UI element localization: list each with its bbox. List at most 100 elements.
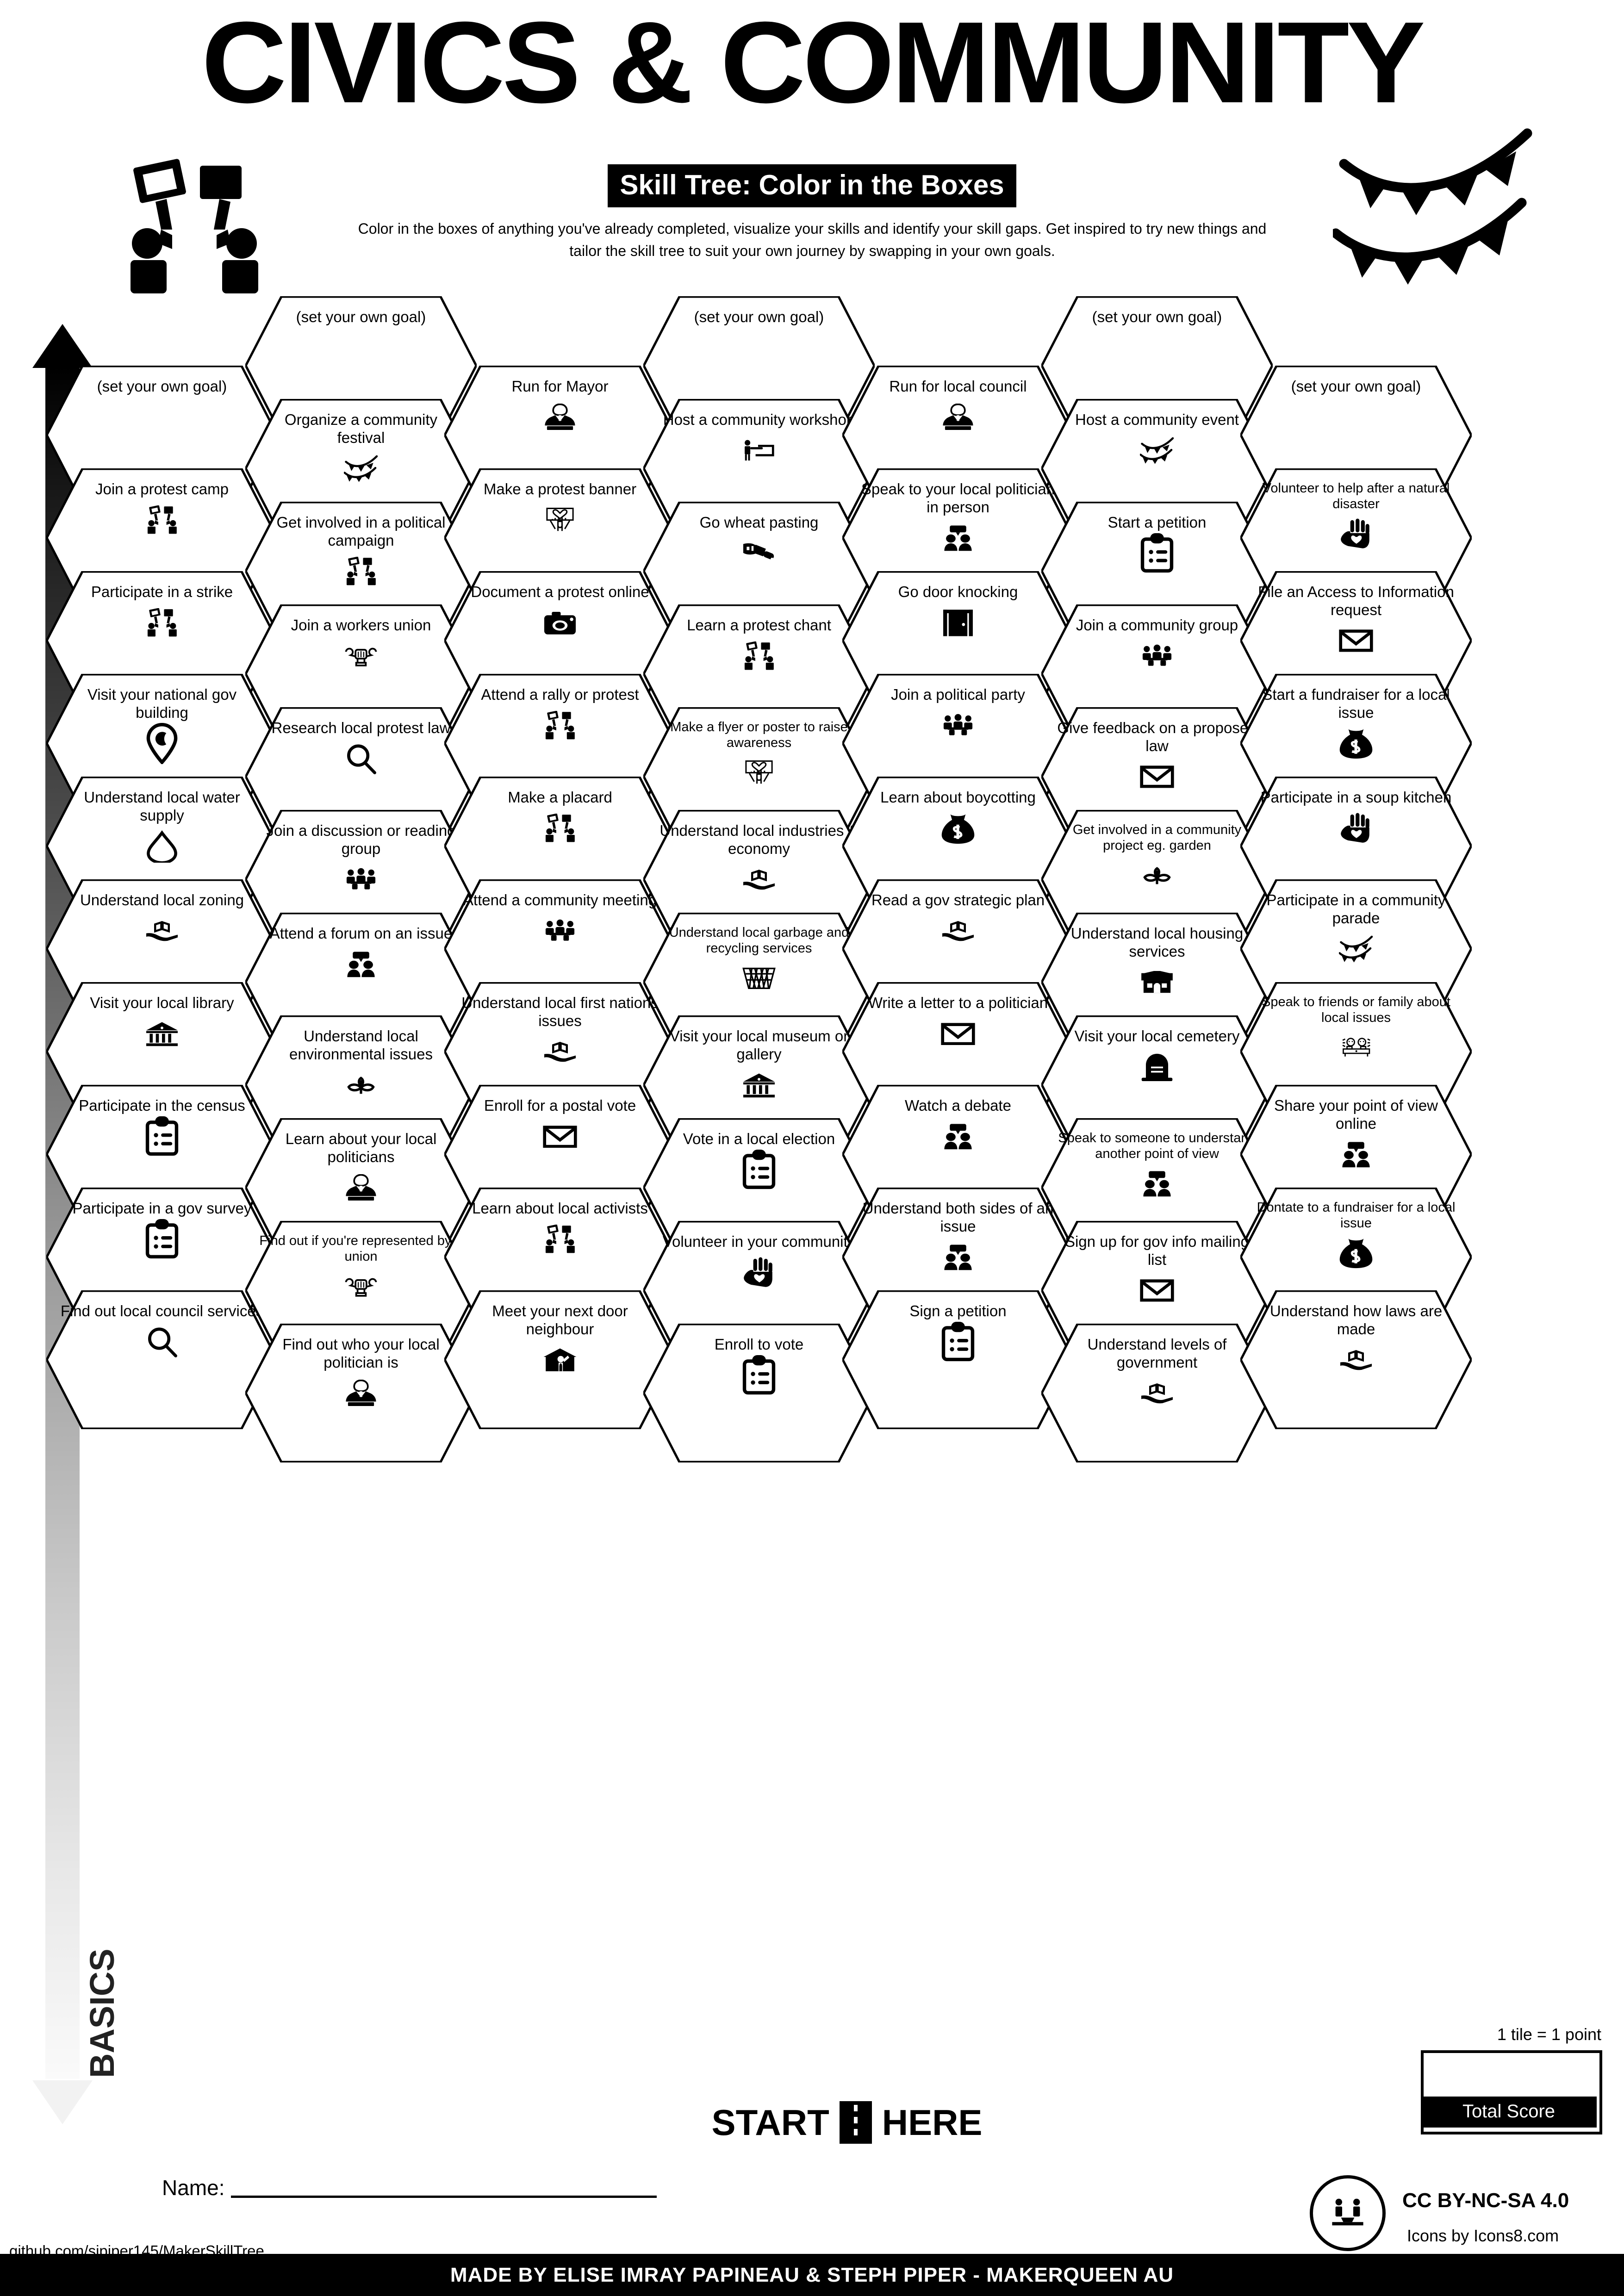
two-people-speech-icon [344, 947, 378, 982]
dinner-table-icon [1339, 1030, 1373, 1064]
maker-badge-glyph [1332, 2198, 1363, 2226]
skill-tile[interactable]: Enroll to vote [643, 1324, 875, 1462]
plant-icon [344, 1068, 378, 1102]
tile-label: Go door knocking [898, 583, 1018, 600]
tile-content: Visit your local cemetery [1041, 1015, 1273, 1166]
tile-content: Understand local first nations issues [444, 982, 676, 1133]
magnifier-icon [344, 742, 378, 776]
bunting-icon [1339, 932, 1373, 966]
tile-content: Speak to friends or family about local i… [1240, 982, 1472, 1133]
museum-icon [742, 1068, 776, 1102]
skill-tile[interactable]: Understand levels of government [1041, 1324, 1273, 1462]
paintbrush-icon [742, 536, 776, 571]
start-here-banner: START HERE [662, 2101, 1032, 2144]
tile-label: Read a gov strategic plan [871, 891, 1045, 908]
clipboard-icon [145, 1219, 179, 1259]
tile-label: Watch a debate [905, 1097, 1011, 1114]
tile-content: Research local protest law [245, 707, 477, 858]
tile-label: Speak to friends or family about local i… [1262, 995, 1450, 1026]
money-bag-icon [1339, 1236, 1373, 1270]
open-book-hand-icon [1140, 1376, 1174, 1411]
open-book-hand-icon [543, 1035, 577, 1069]
name-input[interactable] [231, 2175, 657, 2198]
tile-content: Get involved in a political campaign [245, 502, 477, 653]
presenter-icon [742, 434, 776, 468]
union-fist-icon [344, 639, 378, 673]
tile-content: Understand local housing services [1041, 913, 1273, 1064]
tile-label: Make a flyer or poster to raise awarenes… [670, 720, 848, 751]
tile-label: Understand local environmental issues [289, 1027, 433, 1063]
tile-content: Enroll for a postal vote [444, 1085, 676, 1236]
tile-content: Participate in a gov survey [46, 1188, 278, 1338]
skill-tile[interactable]: Sign a petition [842, 1290, 1074, 1429]
tile-label: Get involved in a community project eg. … [1072, 822, 1242, 853]
road-icon [839, 2101, 872, 2144]
tile-label: Get involved in a political campaign [276, 514, 446, 549]
tile-content: Run for Mayor [444, 366, 676, 516]
tile-content: Attend a forum on an issue [245, 913, 477, 1064]
tile-content: (set your own goal) [245, 296, 477, 447]
tile-label: Run for local council [889, 378, 1027, 395]
tile-label: Join a protest camp [95, 480, 229, 498]
tile-content: Learn about local activists [444, 1188, 676, 1338]
open-book-hand-icon [941, 914, 975, 948]
hand-heart-icon [742, 1256, 776, 1290]
total-score-label: Total Score [1421, 2097, 1597, 2128]
tile-content: Understand levels of government [1041, 1324, 1273, 1475]
open-book-hand-icon [742, 863, 776, 897]
tile-label: Visit your local museum or gallery [669, 1027, 849, 1063]
tile-content: Join a protest camp [46, 468, 278, 619]
protest-icon [145, 503, 179, 537]
tile-content: Attend a community meeting [444, 879, 676, 1030]
tile-label: Visit your national gov building [87, 686, 237, 721]
skill-tile[interactable]: Meet your next door neighbour [444, 1290, 676, 1429]
hex-outline [46, 1290, 278, 1429]
bunting-icon [344, 452, 378, 486]
start-label: START [711, 2102, 829, 2143]
tile-label: Find out if you're represented by a unio… [259, 1233, 463, 1264]
protest-people-icon [131, 159, 258, 293]
skill-tile[interactable]: Find out local council services [46, 1290, 278, 1429]
door-icon [941, 606, 975, 640]
banner-heart-icon [543, 503, 577, 537]
tile-label: (set your own goal) [694, 308, 824, 325]
tile-content: Join a discussion or reading group [245, 810, 477, 961]
house-icon [1140, 965, 1174, 1000]
plant-icon [1140, 858, 1174, 892]
tile-label: Learn about boycotting [880, 789, 1036, 806]
total-score-input[interactable] [1421, 2050, 1602, 2134]
tile-label: Document a protest online [471, 583, 649, 600]
icons-credit: Icons by Icons8.com [1407, 2226, 1559, 2245]
tile-content: Participate in the census [46, 1085, 278, 1236]
tile-content: Watch a debate [842, 1085, 1074, 1236]
magnifier-icon [145, 1325, 179, 1359]
skill-tile[interactable]: Find out who your local politician is [245, 1324, 477, 1462]
bunting-icon [1140, 434, 1174, 468]
tile-content: Find out local council services [46, 1290, 278, 1441]
podium-speaker-icon [941, 400, 975, 435]
tile-content: Make a placard [444, 777, 676, 927]
open-book-hand-icon [1339, 1343, 1373, 1377]
tile-content: Learn a protest chant [643, 604, 875, 755]
tile-label: Speak to your local politician in person [861, 480, 1055, 516]
tile-content: Start a fundraiser for a local issue [1240, 674, 1472, 825]
tile-content: Document a protest online [444, 571, 676, 722]
hand-heart-icon [1339, 811, 1373, 846]
tile-label: (set your own goal) [1092, 308, 1222, 325]
tile-content: Dontate to a fundraiser for a local issu… [1240, 1188, 1472, 1338]
tile-content: Share your point of view online [1240, 1085, 1472, 1236]
protest-icon [742, 639, 776, 673]
tile-label: Meet your next door neighbour [492, 1302, 628, 1338]
tile-label: Participate in the census [79, 1097, 245, 1114]
tile-label: Run for Mayor [511, 378, 609, 395]
tile-content: Read a gov strategic plan [842, 879, 1074, 1030]
tile-content: Give feedback on a proposed law [1041, 707, 1273, 858]
tile-content: Understand how laws are made [1240, 1290, 1472, 1441]
skill-tile[interactable]: Understand how laws are made [1240, 1290, 1472, 1429]
tile-label: Organize a community festival [284, 411, 438, 446]
group-table-icon [941, 709, 975, 743]
bunting-flags-icon [1333, 128, 1532, 285]
gravestone-icon [1140, 1050, 1174, 1084]
tile-label: Participate in a strike [91, 583, 233, 600]
tile-label: Participate in a community parade [1266, 891, 1446, 927]
